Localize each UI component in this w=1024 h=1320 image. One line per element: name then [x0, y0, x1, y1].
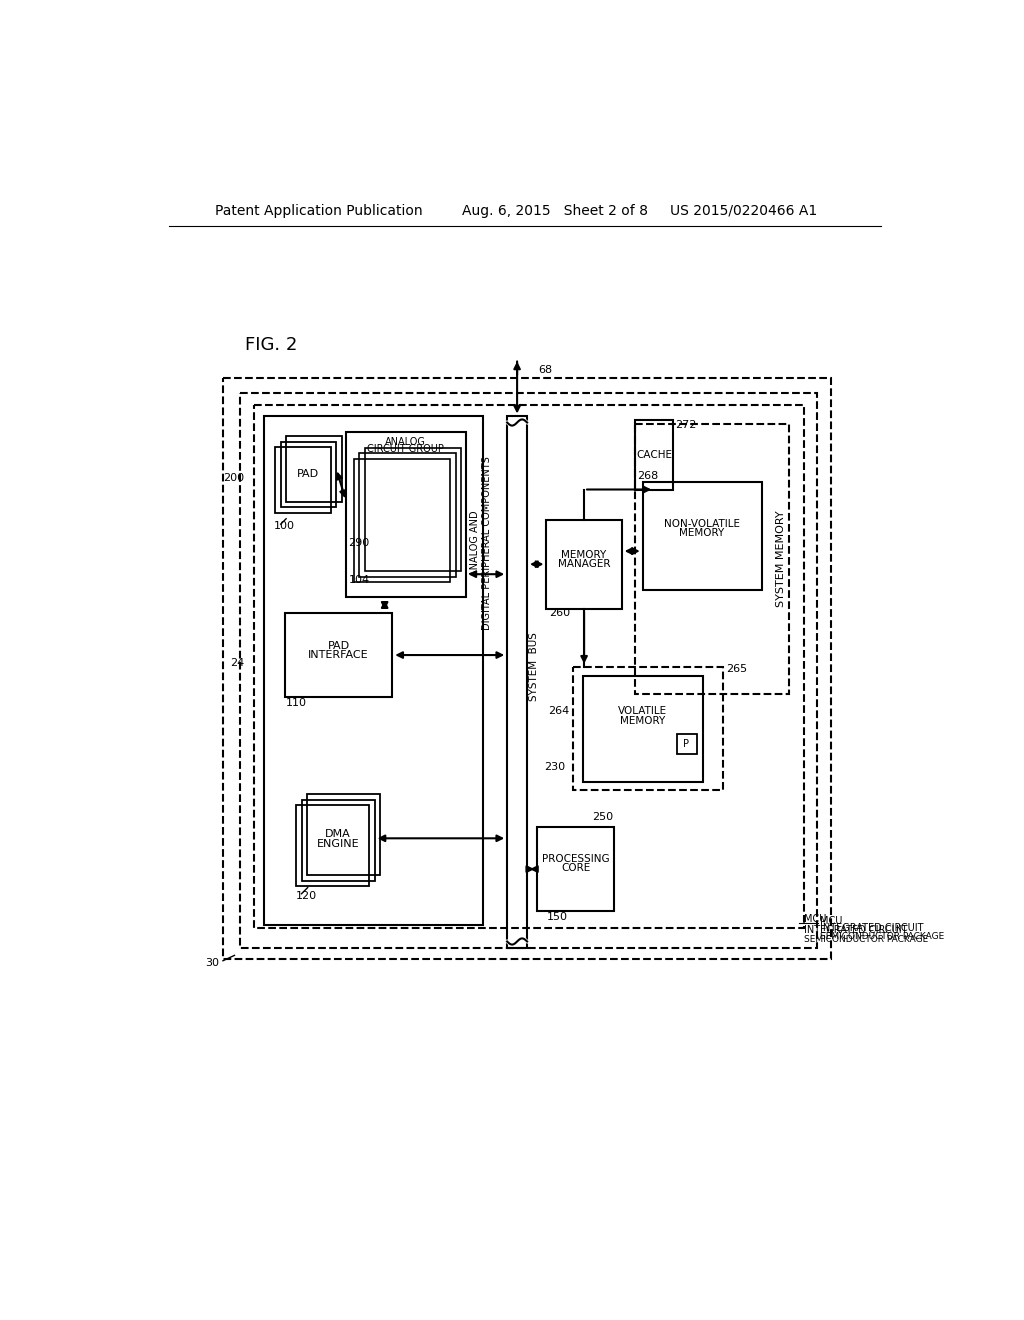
Text: MCU: MCU	[804, 915, 826, 924]
Text: P: P	[683, 739, 689, 748]
Text: 264: 264	[548, 706, 569, 717]
Bar	[301, 800, 375, 880]
Text: ANALOG AND
DIGITAL PERIPHERAL COMPONENTS: ANALOG AND DIGITAL PERIPHERAL COMPONENTS	[470, 457, 492, 630]
Bar	[281, 442, 336, 507]
Text: CACHE: CACHE	[636, 450, 672, 459]
Text: Patent Application Publication: Patent Application Publication	[215, 203, 423, 218]
Text: MEMORY: MEMORY	[561, 550, 606, 560]
Text: MEMORY: MEMORY	[620, 715, 666, 726]
Text: MEMORY: MEMORY	[679, 528, 725, 539]
Bar	[254, 405, 804, 928]
Text: 68: 68	[539, 366, 553, 375]
Text: 272: 272	[675, 420, 696, 430]
Bar	[275, 447, 331, 512]
Text: 250: 250	[593, 812, 613, 822]
Bar	[365, 447, 461, 572]
Bar	[547, 520, 622, 609]
Text: 268: 268	[637, 471, 658, 480]
Text: SEMICONDUCTOR PACKAGE: SEMICONDUCTOR PACKAGE	[804, 935, 929, 944]
Text: 104: 104	[348, 574, 370, 585]
Text: 100: 100	[273, 521, 295, 532]
Text: MANAGER: MANAGER	[558, 560, 610, 569]
Bar	[346, 432, 466, 597]
Bar	[296, 805, 370, 886]
Bar	[584, 676, 702, 781]
Text: PAD: PAD	[297, 469, 319, 479]
Bar	[635, 420, 674, 490]
Text: PAD: PAD	[328, 640, 349, 651]
Text: 120: 120	[295, 891, 316, 902]
Text: ENGINE: ENGINE	[316, 840, 359, 850]
Text: INTEGRATED CIRCUIT: INTEGRATED CIRCUIT	[819, 924, 924, 933]
Text: VOLATILE: VOLATILE	[618, 706, 668, 717]
Text: SEMICONDUCTOR PACKAGE: SEMICONDUCTOR PACKAGE	[819, 932, 944, 941]
Text: DMA: DMA	[325, 829, 350, 840]
Bar	[223, 378, 831, 960]
Text: 290: 290	[348, 539, 370, 548]
Text: 260: 260	[549, 607, 569, 618]
Text: INTEGRATED CIRCUIT: INTEGRATED CIRCUIT	[804, 925, 908, 935]
Text: CIRCUIT GROUP: CIRCUIT GROUP	[367, 445, 443, 454]
Text: 24: 24	[230, 657, 245, 668]
Bar	[677, 734, 696, 754]
Bar	[264, 416, 483, 924]
Text: Aug. 6, 2015   Sheet 2 of 8: Aug. 6, 2015 Sheet 2 of 8	[462, 203, 647, 218]
Bar	[307, 795, 380, 875]
Bar	[240, 393, 817, 948]
Text: 30: 30	[205, 958, 219, 968]
Text: NON-VOLATILE: NON-VOLATILE	[664, 519, 740, 529]
Bar	[573, 667, 724, 789]
Text: SYSTEM MEMORY: SYSTEM MEMORY	[776, 511, 786, 607]
Text: MCU: MCU	[819, 916, 842, 925]
Text: 150: 150	[547, 912, 567, 921]
Text: ANALOG: ANALOG	[385, 437, 426, 446]
Text: 110: 110	[286, 698, 307, 708]
Bar	[354, 459, 451, 582]
Bar	[507, 416, 527, 948]
Text: INTERFACE: INTERFACE	[308, 649, 369, 660]
Text: US 2015/0220466 A1: US 2015/0220466 A1	[670, 203, 817, 218]
Text: 230: 230	[544, 762, 565, 772]
Text: 265: 265	[726, 664, 746, 675]
Bar	[538, 826, 614, 911]
Text: PROCESSING: PROCESSING	[542, 854, 609, 865]
Text: SYSTEM  BUS: SYSTEM BUS	[529, 632, 539, 701]
Bar	[643, 482, 762, 590]
Bar	[635, 424, 788, 693]
Bar	[285, 612, 392, 697]
Bar	[359, 453, 456, 577]
Bar	[286, 437, 342, 502]
Text: CORE: CORE	[561, 863, 590, 874]
Text: 200: 200	[223, 473, 245, 483]
Text: FIG. 2: FIG. 2	[245, 335, 297, 354]
